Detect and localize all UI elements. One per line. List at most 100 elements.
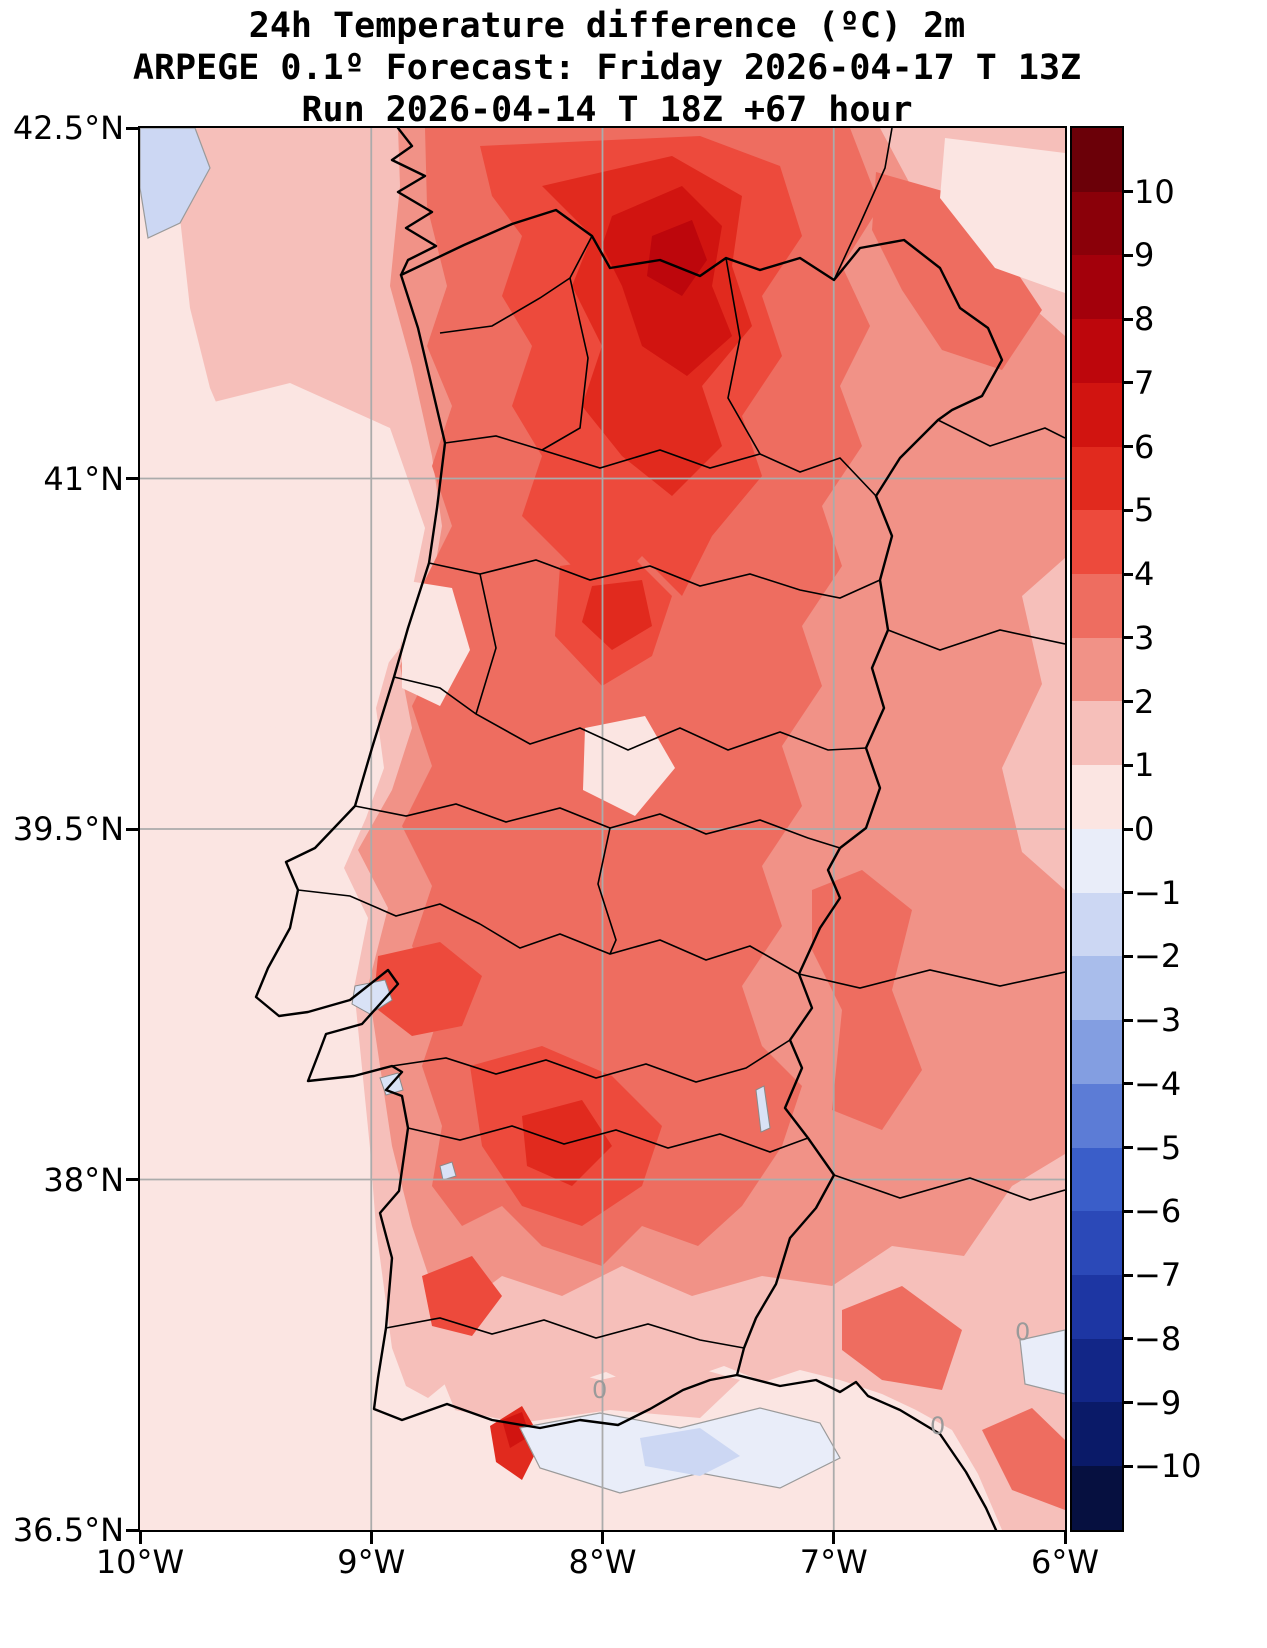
colorbar-segment <box>1072 446 1122 511</box>
district-border <box>597 827 617 955</box>
chart-subtitle-run: Run 2026-04-14 T 18Z +67 hour <box>301 90 913 130</box>
colorbar-tick <box>1122 253 1133 257</box>
district-border <box>479 923 800 975</box>
zero-contour-label: 0 <box>592 1376 608 1404</box>
contour-region-0-1 <box>170 383 425 738</box>
y-axis-tick <box>126 827 139 831</box>
colorbar-tick-label: 10 <box>1134 172 1175 211</box>
y-axis-tick-label: 39.5°N <box>12 810 124 848</box>
colorbar-segment <box>1072 1083 1122 1148</box>
district-border <box>475 573 497 715</box>
colorbar-tick <box>1122 636 1133 640</box>
colorbar-segment <box>1072 574 1122 638</box>
province-border <box>798 969 1065 989</box>
colorbar-tick <box>1122 1337 1133 1341</box>
colorbar-segment <box>1072 1211 1122 1275</box>
district-border <box>385 1317 745 1349</box>
district-border <box>391 1039 791 1083</box>
colorbar-segment <box>1072 956 1122 1021</box>
contour-region-4-5 <box>422 1256 502 1336</box>
colorbar-tick-label: 7 <box>1134 363 1155 402</box>
province-border <box>833 128 893 281</box>
contour-region-0-1 <box>583 716 675 816</box>
colorbar-tick <box>1122 827 1133 831</box>
colorbar-tick-label: 9 <box>1134 236 1155 275</box>
small-lake <box>439 1161 457 1181</box>
colorbar-tick <box>1122 954 1133 958</box>
colorbar-tick-label: −1 <box>1134 873 1182 912</box>
chart-subtitle-forecast: ARPEGE 0.1º Forecast: Friday 2026-04-17 … <box>132 48 1082 88</box>
colorbar-tick <box>1122 1082 1133 1086</box>
contour-region-3-4 <box>872 172 1042 370</box>
colorbar-segment <box>1072 1274 1122 1339</box>
colorbar-tick <box>1122 381 1133 385</box>
contour-region-0-1 <box>940 138 1065 293</box>
zero-contour-label: 0 <box>1015 1318 1031 1346</box>
district-border <box>428 559 881 599</box>
colorbar-tick <box>1122 508 1133 512</box>
coastline <box>254 128 998 1530</box>
colorbar-segment <box>1072 1402 1122 1467</box>
colorbar-segment <box>1072 255 1122 320</box>
contour-region-3-4 <box>982 1408 1065 1510</box>
colorbar-tick-label: 1 <box>1134 746 1155 785</box>
colorbar-tick-label: −5 <box>1134 1128 1182 1167</box>
district-borders <box>297 235 881 1349</box>
contour-region-4-5 <box>373 942 482 1036</box>
contour-region-1-2 <box>440 1360 740 1423</box>
alqueva-reservoir <box>755 1085 771 1133</box>
y-axis-tick <box>126 477 139 480</box>
province-border <box>833 1174 1065 1201</box>
gridlines <box>140 128 1065 1530</box>
colorbar-segment <box>1072 1466 1122 1530</box>
district-border <box>407 1125 809 1153</box>
colorbar-tick <box>1122 891 1133 895</box>
x-axis-tick-label: 7°W <box>799 1543 868 1581</box>
x-axis-tick <box>601 1531 604 1544</box>
province-border <box>937 419 1065 447</box>
colorbar-tick-label: −8 <box>1134 1319 1182 1358</box>
colorbar-tick-label: 5 <box>1134 491 1155 530</box>
colorbar-tick-label: 3 <box>1134 618 1155 657</box>
colorbar-segment <box>1072 1338 1122 1403</box>
colorbar-segment <box>1072 510 1122 575</box>
colorbar-tick-label: −9 <box>1134 1383 1182 1422</box>
colorbar-tick-label: −2 <box>1134 937 1182 976</box>
chart-title: 24h Temperature difference (ºC) 2m <box>248 6 966 46</box>
contour-region-neg-1-2 <box>140 128 211 239</box>
map-canvas <box>140 128 1065 1530</box>
y-axis-tick <box>126 1528 139 1532</box>
contour-region-7-8 <box>647 220 707 296</box>
colorbar-tick-label: 4 <box>1134 555 1155 594</box>
x-axis-tick-label: 10°W <box>95 1543 185 1581</box>
zero-contour-label: 0 <box>930 1412 946 1440</box>
y-axis-tick-label: 36.5°N <box>12 1511 124 1549</box>
colorbar-tick <box>1122 572 1133 576</box>
colorbar-tick <box>1122 1209 1133 1213</box>
colorbar-segment <box>1072 1020 1122 1084</box>
colorbar-segment <box>1072 701 1122 766</box>
x-axis-tick <box>138 1531 142 1544</box>
country-border <box>399 208 1004 1377</box>
x-axis-tick <box>832 1531 836 1544</box>
contour-region-neg-0-1 <box>1019 1329 1065 1395</box>
district-border <box>393 676 867 751</box>
y-axis-tick <box>126 1178 139 1181</box>
x-axis-tick-label: 9°W <box>337 1543 406 1581</box>
y-axis-tick-label: 38°N <box>43 1160 124 1199</box>
contour-region-5-6 <box>582 580 652 650</box>
contour-region-0-1 <box>402 580 470 706</box>
contour-region-3-4 <box>842 1286 962 1390</box>
colorbar-segment <box>1072 128 1122 192</box>
colorbar-tick <box>1122 700 1133 704</box>
colorbar-tick-label: −7 <box>1134 1256 1182 1295</box>
colorbar-segment <box>1072 191 1122 256</box>
contour-region-3-4 <box>812 870 922 1130</box>
contour-region-6-7 <box>502 1412 530 1448</box>
colorbar-tick-label: −6 <box>1134 1192 1182 1231</box>
district-border <box>444 435 877 497</box>
colorbar-segment <box>1072 828 1122 893</box>
colorbar <box>1072 128 1122 1530</box>
colorbar-tick <box>1122 190 1133 194</box>
